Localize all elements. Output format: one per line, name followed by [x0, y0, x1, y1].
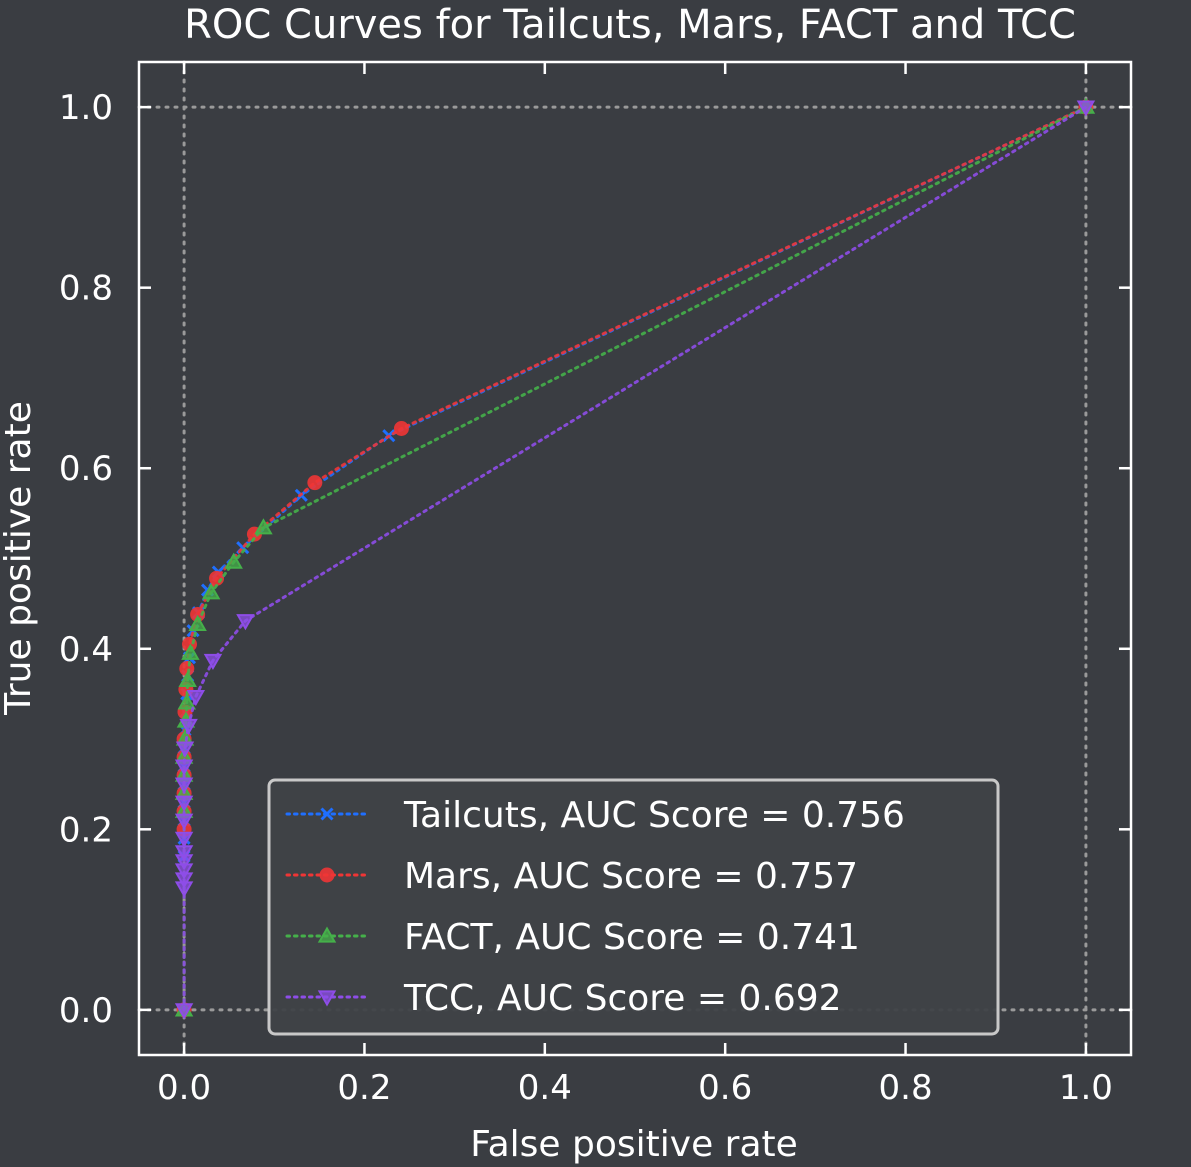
data-point: [393, 421, 409, 437]
data-point: [178, 670, 197, 687]
x-tick-label: 0.0: [157, 1068, 211, 1108]
legend-label: TCC, AUC Score = 0.692: [403, 978, 842, 1019]
x-tick-label: 0.2: [337, 1068, 391, 1108]
legend-label: Mars, AUC Score = 0.757: [404, 856, 858, 897]
legend-marker: [320, 807, 334, 821]
legend-marker: [317, 990, 337, 1007]
y-tick-label: 0.6: [59, 449, 113, 489]
y-tick-label: 0.4: [59, 630, 113, 670]
legend-entry-2: FACT, AUC Score = 0.741: [285, 917, 860, 958]
data-point: [188, 614, 207, 632]
data-point: [1076, 100, 1096, 117]
legend-entry-1: Mars, AUC Score = 0.757: [285, 856, 858, 897]
data-point: [174, 1003, 194, 1020]
data-point: [224, 552, 243, 569]
y-axis-label: True positive rate: [0, 401, 39, 716]
data-point: [174, 777, 194, 794]
legend-box: [267, 778, 1000, 1036]
x-tick-label: 1.0: [1059, 1068, 1113, 1108]
data-point: [186, 689, 206, 707]
data-point: [203, 653, 223, 671]
data-point: [190, 606, 206, 622]
legend: Tailcuts, AUC Score = 0.756 Mars, AUC Sco…: [267, 778, 1000, 1036]
data-point: [307, 475, 323, 491]
x-axis-label: False positive rate: [470, 1124, 798, 1165]
data-point: [174, 813, 194, 830]
y-tick-label: 1.0: [59, 88, 113, 128]
legend-label: FACT, AUC Score = 0.741: [404, 917, 860, 958]
x-tick-label: 0.8: [879, 1068, 933, 1108]
data-point: [174, 795, 194, 812]
axes: 0.0 0.2 0.4 0.6 0.8 1.0 0.0 0.2 0.4 0.6 0.8 1.0: [59, 60, 1133, 1108]
data-point: [177, 693, 197, 710]
data-point: [175, 741, 195, 758]
data-point: [254, 518, 273, 535]
x-tick-label: 0.4: [518, 1068, 572, 1108]
series-layer: [174, 97, 1096, 1020]
x-tick-label: 0.6: [698, 1068, 752, 1108]
y-tick-label: 0.2: [59, 810, 113, 850]
data-point: [181, 643, 200, 660]
legend-marker: [317, 926, 337, 943]
series-3: [174, 100, 1096, 1020]
legend-marker: [319, 867, 335, 883]
legend-label: Tailcuts, AUC Score = 0.756: [403, 795, 905, 836]
data-point: [174, 759, 194, 776]
marker-stroke: [320, 807, 334, 821]
chart-title: ROC Curves for Tailcuts, Mars, FACT and …: [184, 2, 1076, 48]
legend-entry-3: TCC, AUC Score = 0.692: [285, 978, 842, 1019]
plot-frame: [137, 60, 1133, 1057]
data-point: [201, 583, 221, 600]
data-point: [179, 718, 198, 736]
y-tick-label: 0.0: [59, 991, 113, 1031]
legend-entry-0: Tailcuts, AUC Score = 0.756: [285, 795, 905, 836]
data-point: [236, 614, 255, 631]
y-tick-label: 0.8: [59, 269, 113, 309]
data-point: [174, 831, 194, 848]
